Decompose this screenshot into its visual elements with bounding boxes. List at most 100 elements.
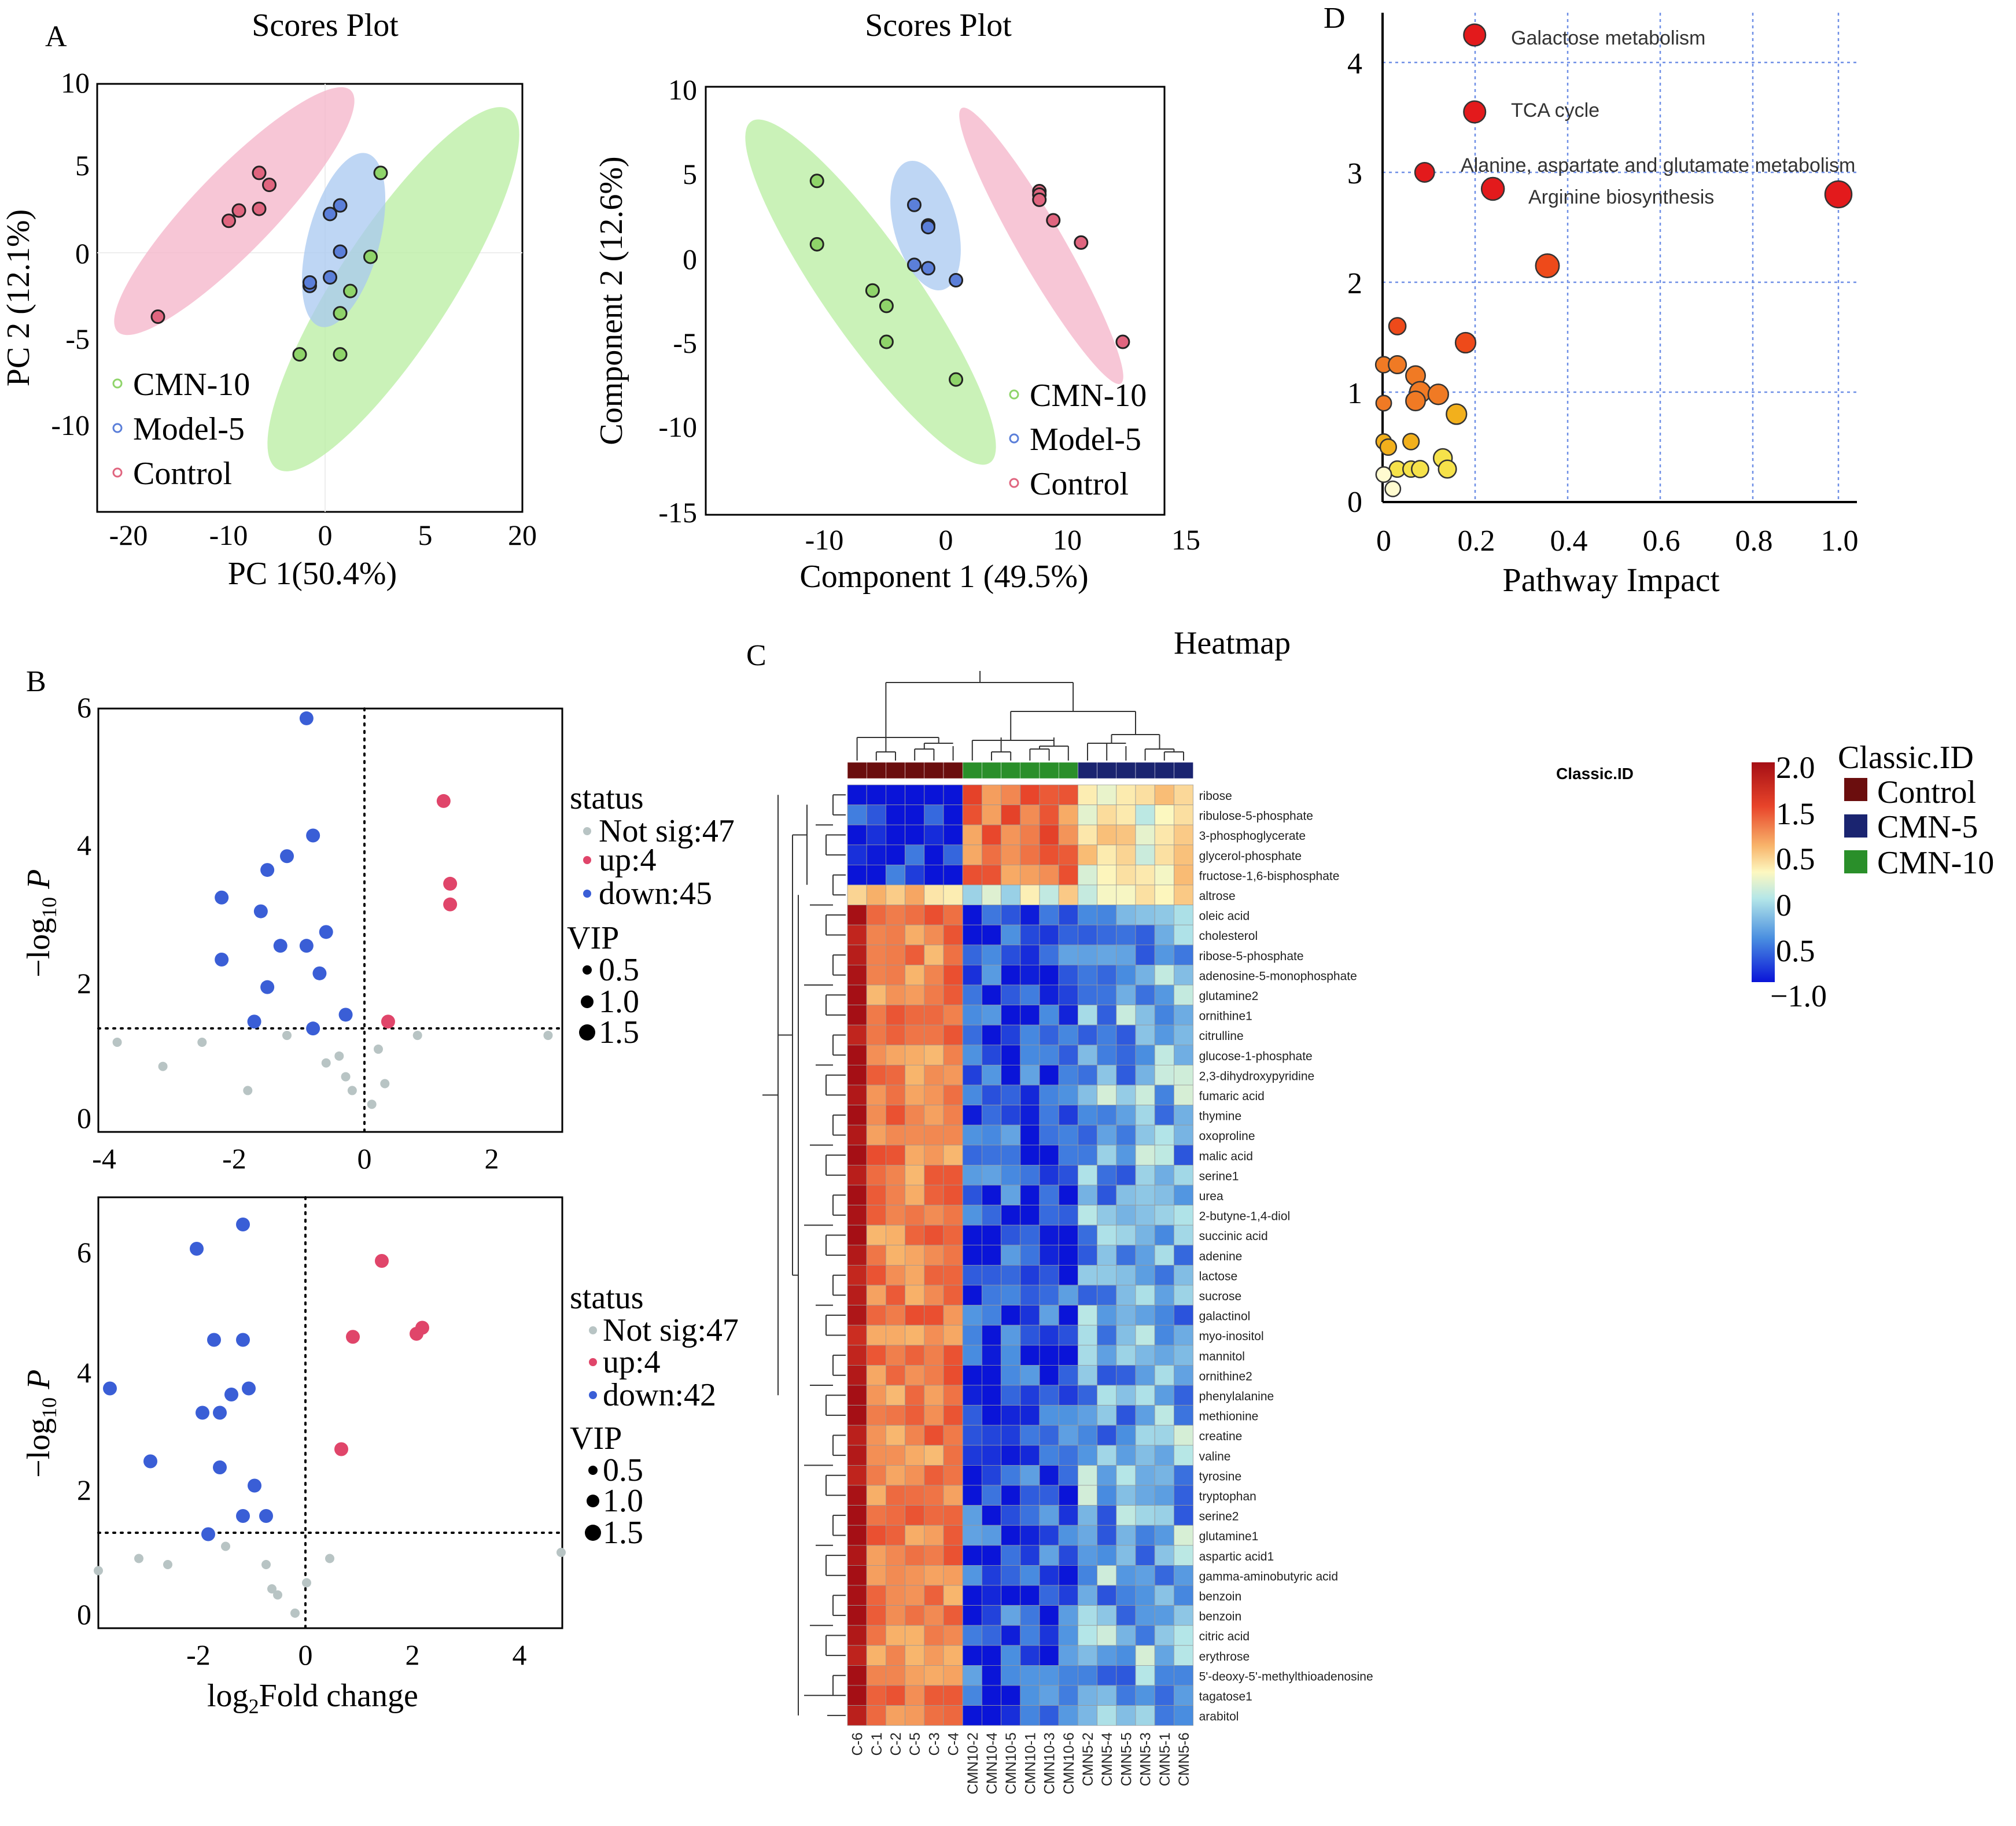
heatmap-cell bbox=[982, 1165, 1002, 1186]
heatmap-cell bbox=[924, 984, 944, 1005]
heatmap-cell bbox=[1039, 1385, 1059, 1406]
heatmap-cell bbox=[866, 1425, 886, 1446]
heatmap-cell bbox=[962, 1205, 982, 1226]
heatmap-cell bbox=[1097, 1645, 1117, 1666]
heatmap-cell bbox=[1174, 1005, 1194, 1025]
heatmap-cell bbox=[943, 1024, 963, 1046]
heatmap-cell bbox=[1154, 1645, 1174, 1666]
heatmap-cell bbox=[1078, 1665, 1098, 1686]
plsda-ylabel: Component 2 (12.6%) bbox=[594, 156, 629, 445]
heatmap-cell bbox=[1020, 1705, 1040, 1726]
heatmap-cell bbox=[962, 1625, 982, 1646]
score-point-control bbox=[1046, 213, 1061, 228]
heatmap-cell bbox=[943, 1045, 963, 1065]
volcano2-legend-up: up:4 bbox=[603, 1344, 661, 1380]
heatmap-cell bbox=[886, 1045, 906, 1065]
heatmap-cell bbox=[1116, 784, 1136, 805]
heatmap-row-label: lactose bbox=[1199, 1270, 1238, 1283]
heatmap-cell bbox=[1116, 905, 1136, 925]
heatmap-cell bbox=[1135, 1525, 1155, 1546]
heatmap-cell bbox=[1001, 1645, 1021, 1666]
heatmap-cell bbox=[1039, 924, 1059, 946]
pca-xtick: -10 bbox=[209, 519, 248, 551]
heatmap-cell bbox=[1020, 1625, 1040, 1646]
group-bar-cell bbox=[943, 762, 963, 779]
heatmap-cell bbox=[962, 1465, 982, 1486]
volcano2-threshold-lines bbox=[97, 1196, 563, 1629]
heatmap-cell bbox=[1154, 1425, 1174, 1446]
heatmap-cell bbox=[1174, 844, 1194, 865]
heatmap-title: Heatmap bbox=[1174, 625, 1291, 661]
heatmap-cell bbox=[886, 1465, 906, 1486]
pathway-annotation: TCA cycle bbox=[1511, 99, 1599, 121]
heatmap-cell bbox=[866, 1685, 886, 1706]
heatmap-cell bbox=[1020, 1685, 1040, 1706]
heatmap-cell bbox=[1174, 1145, 1194, 1165]
heatmap-cell bbox=[1058, 1185, 1078, 1205]
heatmap-cell bbox=[1116, 884, 1136, 905]
heatmap-cell bbox=[905, 1084, 925, 1105]
heatmap-cell bbox=[1078, 1124, 1098, 1146]
heatmap-cell bbox=[943, 1685, 963, 1706]
volcano1-legend-vip-marker bbox=[579, 1024, 595, 1041]
volcano-point-notsig bbox=[302, 1578, 311, 1588]
heatmap-cell bbox=[1135, 1264, 1155, 1286]
heatmap-cell bbox=[1020, 1445, 1040, 1466]
pathway-xtick: 0.6 bbox=[1643, 525, 1680, 558]
heatmap-cell bbox=[962, 1605, 982, 1626]
volcano-point-up bbox=[375, 1254, 389, 1268]
heatmap-cell bbox=[886, 1345, 906, 1366]
heatmap-cell bbox=[1058, 1445, 1078, 1466]
colorbar-tick: 0.5 bbox=[1776, 842, 1815, 876]
heatmap-cell bbox=[924, 1024, 944, 1046]
heatmap-cell bbox=[886, 1185, 906, 1205]
heatmap-cell bbox=[924, 1124, 944, 1146]
heatmap-cell bbox=[1135, 1405, 1155, 1426]
volcano-point-notsig bbox=[243, 1086, 253, 1095]
plsda-ellipse-control bbox=[959, 108, 1123, 384]
heatmap-cell bbox=[1097, 984, 1117, 1005]
heatmap-cell bbox=[943, 1364, 963, 1386]
heatmap-cell bbox=[866, 1005, 886, 1025]
heatmap-cell bbox=[1058, 1224, 1078, 1246]
pathway-y-ticks: 0 1 2 3 4 bbox=[1347, 47, 1362, 519]
heatmap-cell bbox=[1039, 984, 1059, 1005]
heatmap-column-label: C-5 bbox=[907, 1732, 923, 1755]
heatmap-cell bbox=[943, 1165, 963, 1186]
heatmap-cell bbox=[1097, 1385, 1117, 1406]
heatmap-cell bbox=[1154, 884, 1174, 905]
heatmap-cell bbox=[943, 1465, 963, 1486]
heatmap-cell bbox=[886, 1205, 906, 1226]
plsda-legend: CMN-10 Model-5 Control bbox=[1009, 378, 1147, 502]
panel-label-b: B bbox=[26, 665, 46, 698]
heatmap-cell bbox=[924, 784, 944, 805]
heatmap-cell bbox=[1001, 1705, 1021, 1726]
volcano-point-up bbox=[443, 897, 458, 912]
heatmap-cell bbox=[962, 1645, 982, 1666]
heatmap-cell bbox=[982, 824, 1002, 846]
heatmap-cell bbox=[905, 1685, 925, 1706]
heatmap-cell bbox=[1154, 844, 1174, 865]
heatmap-cell bbox=[1174, 945, 1194, 965]
volcano-point-up bbox=[436, 794, 451, 808]
heatmap-cell bbox=[1058, 805, 1078, 825]
heatmap-cell bbox=[982, 1405, 1002, 1426]
heatmap-cell bbox=[924, 1084, 944, 1105]
heatmap-row-label: ornithine1 bbox=[1199, 1010, 1252, 1023]
heatmap-cell bbox=[1001, 1285, 1021, 1305]
heatmap-cell bbox=[1039, 1665, 1059, 1686]
heatmap-cell bbox=[866, 1545, 886, 1566]
volcano1-legend-down: down:45 bbox=[599, 876, 712, 912]
heatmap-cell bbox=[962, 1585, 982, 1606]
pathway-grid bbox=[1381, 13, 1857, 502]
colorbar-tick: 0 bbox=[1776, 888, 1792, 923]
volcano-point-down bbox=[207, 1333, 221, 1347]
heatmap-cell bbox=[905, 1024, 925, 1046]
score-point-cmn-10 bbox=[343, 283, 358, 298]
heatmap-cell bbox=[866, 1165, 886, 1186]
heatmap-cell bbox=[1135, 1385, 1155, 1406]
heatmap-cell bbox=[982, 945, 1002, 965]
heatmap-cell bbox=[1116, 1285, 1136, 1305]
heatmap-cell bbox=[1174, 924, 1194, 946]
heatmap-row-label: ribose-5-phosphate bbox=[1199, 950, 1304, 963]
